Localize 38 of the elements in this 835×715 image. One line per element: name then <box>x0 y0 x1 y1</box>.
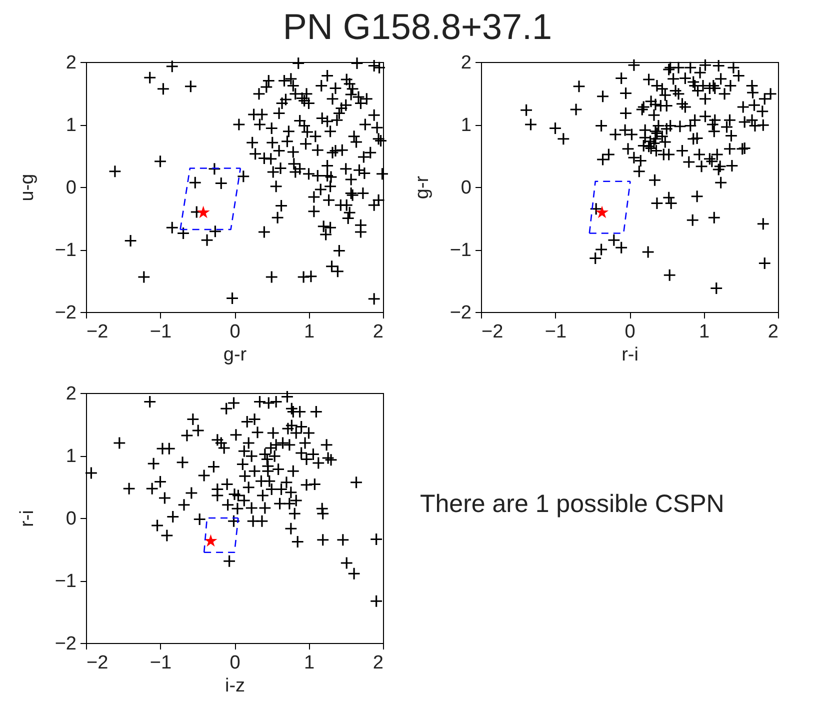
y-tick-label: 2 <box>66 384 76 404</box>
x-tick-label: 1 <box>304 652 315 674</box>
x-tick-label: −1 <box>150 322 172 342</box>
y-axis-title: u-g <box>16 174 38 202</box>
y-tick-label: 1 <box>460 115 472 136</box>
y-tick-label: −2 <box>54 634 76 654</box>
x-tick-label: 0 <box>624 322 636 342</box>
y-tick-label: −1 <box>450 240 472 261</box>
y-axis-title: g-r <box>412 175 433 200</box>
y-tick-label: 2 <box>66 52 76 74</box>
x-tick-label: −1 <box>544 322 567 342</box>
text: There are 1 possible CSPN <box>420 490 724 519</box>
x-tick-label: 2 <box>372 322 384 342</box>
x-tick-label: 1 <box>304 322 315 342</box>
y-tick-label: −1 <box>54 571 76 592</box>
x-axis-title: i-z <box>224 676 246 696</box>
y-tick-label: 0 <box>66 178 76 198</box>
x-axis-title: g-r <box>223 344 248 366</box>
y-tick-label: 1 <box>66 446 76 467</box>
x-tick-label: 0 <box>230 322 240 342</box>
y-tick-label: 2 <box>460 52 472 74</box>
x-tick-label: −2 <box>86 322 108 342</box>
x-tick-label: 0 <box>230 652 240 674</box>
x-tick-label: 1 <box>698 322 710 342</box>
y-tick-label: −1 <box>54 240 76 261</box>
chart-title: PN G158.8+37.1 <box>282 6 554 48</box>
x-tick-label: −2 <box>86 652 108 674</box>
y-tick-label: 0 <box>66 508 76 530</box>
x-tick-label: 2 <box>372 652 384 674</box>
y-tick-label: 0 <box>460 178 472 198</box>
x-tick-label: −1 <box>150 652 172 674</box>
y-tick-label: −2 <box>450 302 472 324</box>
y-tick-label: −2 <box>54 302 76 324</box>
x-axis-title: r-i <box>622 344 638 366</box>
x-tick-label: 2 <box>768 322 778 342</box>
y-tick-label: 1 <box>66 115 76 136</box>
y-axis-title: r-i <box>16 510 38 527</box>
x-tick-label: −2 <box>482 322 504 342</box>
